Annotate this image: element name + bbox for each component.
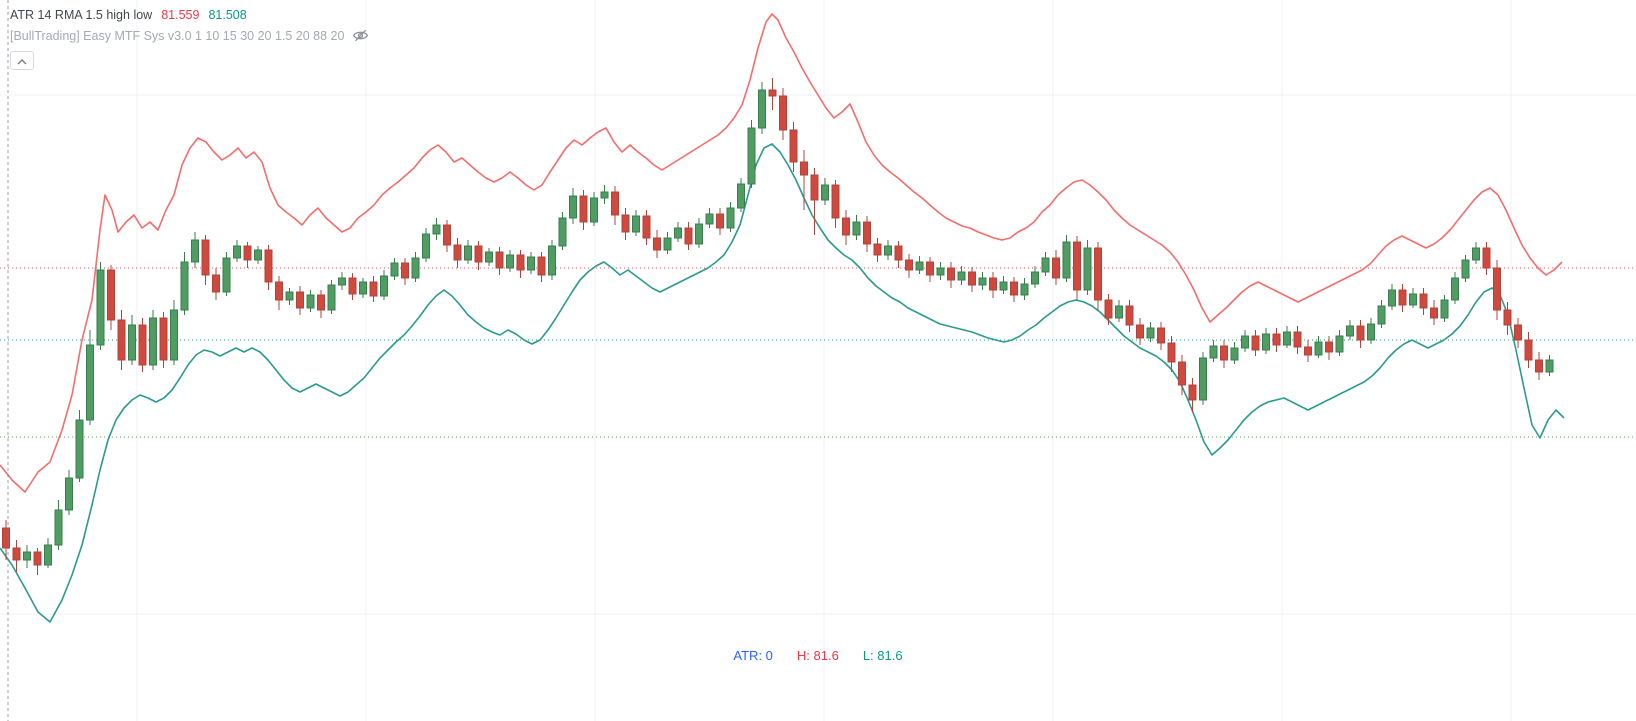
status-high-value: H: 81.6 bbox=[796, 648, 839, 663]
eye-hidden-icon[interactable] bbox=[352, 29, 369, 42]
indicator-atr-lower-value: 81.508 bbox=[208, 7, 247, 22]
indicator-bulltrading-title[interactable]: [BullTrading] Easy MTF Sys v3.0 1 10 15 … bbox=[10, 28, 345, 43]
chevron-up-icon bbox=[17, 52, 27, 70]
indicator-status-line: ATR: 0 H: 81.6 L: 81.6 bbox=[0, 648, 1636, 663]
indicator-atr-upper-value: 81.559 bbox=[161, 7, 200, 22]
status-low-value: L: 81.6 bbox=[862, 648, 903, 663]
indicator-legend: ATR 14 RMA 1.5 high low 81.559 81.508 [B… bbox=[10, 4, 369, 70]
legend-collapse-button[interactable] bbox=[10, 51, 34, 70]
indicator-row-bulltrading: [BullTrading] Easy MTF Sys v3.0 1 10 15 … bbox=[10, 25, 369, 46]
status-atr-value: ATR: 0 bbox=[733, 648, 773, 663]
indicator-row-atr: ATR 14 RMA 1.5 high low 81.559 81.508 bbox=[10, 4, 369, 25]
indicator-atr-title[interactable]: ATR 14 RMA 1.5 high low bbox=[10, 7, 153, 22]
